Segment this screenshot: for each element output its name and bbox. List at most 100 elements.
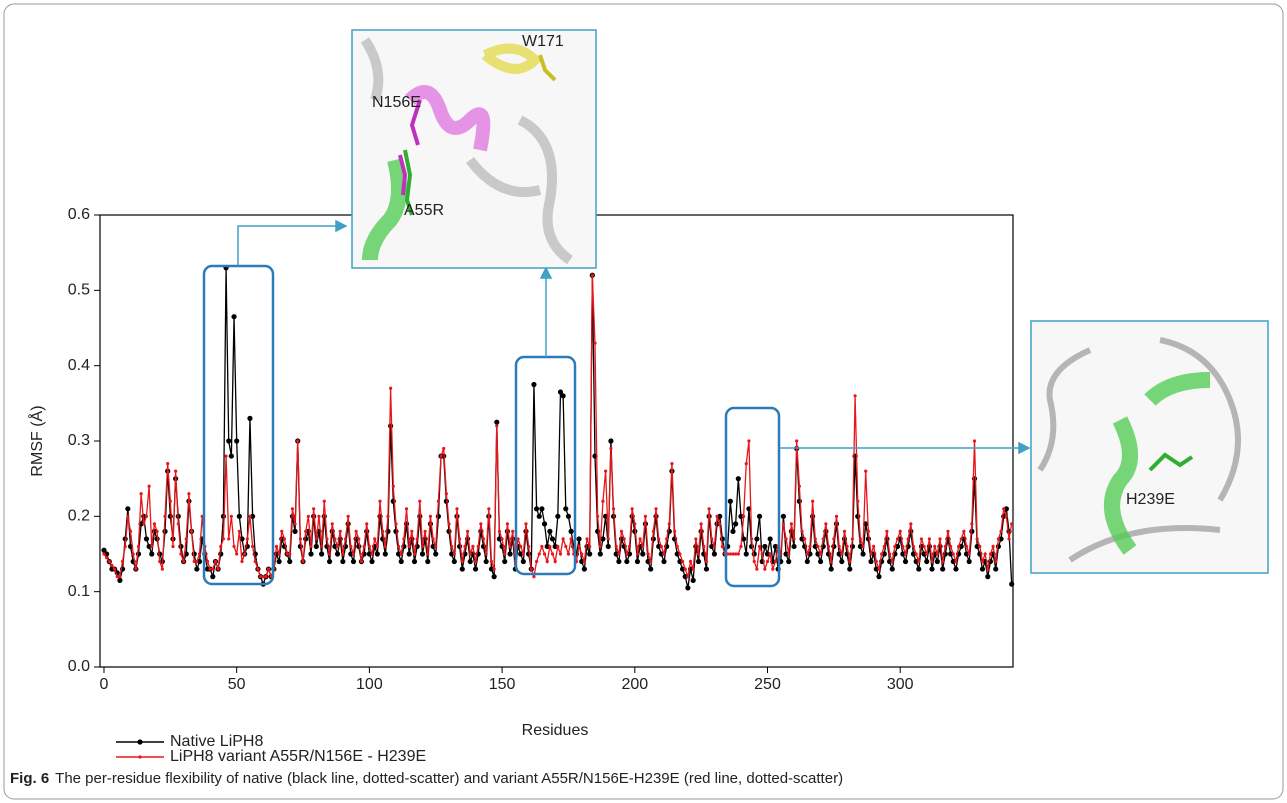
point xyxy=(608,438,614,444)
point xyxy=(143,536,150,542)
point xyxy=(144,514,149,518)
inset-structure: W171 N156E A55R xyxy=(351,29,597,269)
point xyxy=(831,543,837,550)
point xyxy=(276,558,282,565)
point xyxy=(370,552,374,556)
point xyxy=(694,537,698,541)
point xyxy=(340,558,346,565)
point xyxy=(483,558,489,565)
point xyxy=(527,544,531,549)
point xyxy=(832,537,836,541)
point xyxy=(519,544,523,549)
point xyxy=(800,529,804,534)
point xyxy=(393,528,399,535)
point xyxy=(496,536,503,542)
point xyxy=(418,499,422,503)
point xyxy=(192,559,196,564)
point xyxy=(471,544,475,549)
point xyxy=(789,522,793,526)
point xyxy=(455,507,459,511)
point xyxy=(738,513,744,519)
highlight-box xyxy=(724,406,781,588)
point xyxy=(452,552,456,556)
point xyxy=(795,439,799,443)
point xyxy=(656,543,662,550)
point xyxy=(604,469,608,473)
point xyxy=(308,551,314,557)
point xyxy=(256,567,260,571)
point xyxy=(534,559,539,564)
point xyxy=(667,522,671,526)
point xyxy=(287,558,293,565)
point xyxy=(991,544,995,549)
point xyxy=(903,552,908,556)
point xyxy=(593,341,597,345)
point xyxy=(657,537,661,541)
arrow xyxy=(237,225,338,266)
point xyxy=(749,537,754,541)
plot-area: 0 50 100 150 200 250 300 0.0 0.1 0.2 0.3 0.4 0.5 0.6 xyxy=(68,206,1015,693)
point xyxy=(529,567,533,571)
point xyxy=(313,543,319,550)
point xyxy=(720,544,724,549)
point xyxy=(420,544,425,549)
point xyxy=(735,476,741,482)
point xyxy=(162,528,168,535)
point xyxy=(710,537,714,541)
point xyxy=(659,544,663,549)
point xyxy=(341,552,345,556)
point xyxy=(953,566,959,572)
point xyxy=(804,558,810,565)
caption-text: The per-residue flexibility of native (b… xyxy=(55,770,844,787)
x-tick-label: 150 xyxy=(489,676,516,693)
point xyxy=(139,492,143,496)
point xyxy=(115,575,119,579)
point xyxy=(219,544,223,549)
point xyxy=(874,559,878,564)
point xyxy=(404,507,409,511)
point xyxy=(189,529,194,534)
point xyxy=(388,423,394,429)
point xyxy=(886,558,893,565)
point xyxy=(690,577,696,583)
point xyxy=(677,558,683,565)
point xyxy=(688,559,693,564)
point xyxy=(179,552,183,556)
point xyxy=(542,552,547,556)
point xyxy=(834,514,839,518)
point xyxy=(598,544,602,549)
point xyxy=(205,559,210,564)
point xyxy=(343,537,348,541)
point xyxy=(394,522,398,526)
point xyxy=(929,566,935,572)
point xyxy=(213,559,218,564)
point xyxy=(933,544,937,549)
point xyxy=(266,567,271,571)
point xyxy=(927,537,931,541)
point xyxy=(719,536,725,542)
point xyxy=(326,558,333,565)
point xyxy=(962,529,966,534)
ribbon xyxy=(405,85,491,152)
point xyxy=(312,507,316,511)
point xyxy=(163,514,167,518)
point xyxy=(616,558,622,565)
point xyxy=(828,566,834,572)
point xyxy=(334,551,341,557)
point xyxy=(772,543,779,550)
point xyxy=(792,537,796,541)
point xyxy=(876,574,882,580)
point xyxy=(783,551,789,557)
point xyxy=(386,514,390,518)
inset-structure: H239E xyxy=(1030,320,1269,574)
point xyxy=(549,536,556,542)
point xyxy=(118,575,122,579)
point xyxy=(503,552,507,556)
legend-label: Native LiPH8 xyxy=(170,733,263,750)
point xyxy=(473,559,478,564)
point xyxy=(638,537,642,541)
point xyxy=(645,558,651,565)
inset-label: W171 xyxy=(522,33,564,50)
point xyxy=(970,522,974,526)
